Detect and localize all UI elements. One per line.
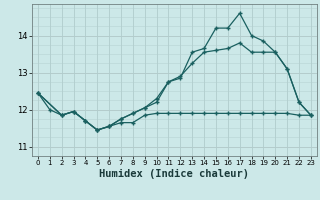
X-axis label: Humidex (Indice chaleur): Humidex (Indice chaleur) [100,169,249,179]
